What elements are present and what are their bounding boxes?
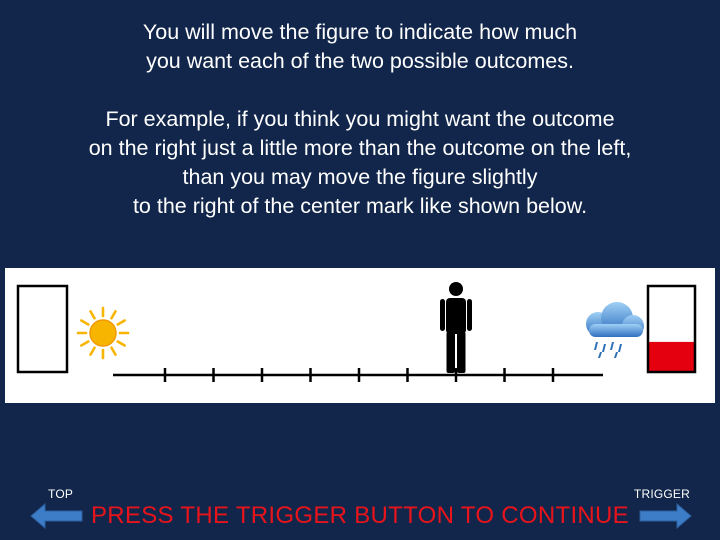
instruction-line: to the right of the center mark like sho… bbox=[132, 194, 588, 218]
instruction-line: on the right just a little more than the… bbox=[88, 136, 632, 160]
instructions: You will move the figure to indicate how… bbox=[0, 18, 720, 221]
instruction-line: you want each of the two possible outcom… bbox=[146, 49, 574, 73]
instruction-line: than you may move the figure slightly bbox=[182, 165, 538, 189]
scale-axis bbox=[113, 368, 603, 382]
left-arrow-icon[interactable] bbox=[30, 503, 84, 529]
rating-scale-panel bbox=[5, 268, 715, 403]
instruction-paragraph-2: For example, if you think you might want… bbox=[0, 105, 720, 221]
right-meter-fill bbox=[648, 341, 695, 372]
rain-cloud-icon bbox=[586, 302, 644, 358]
left-meter-frame bbox=[16, 284, 69, 374]
sun-icon bbox=[76, 306, 130, 360]
right-outcome-meter bbox=[646, 284, 697, 374]
trigger-button-label: TRIGGER bbox=[633, 487, 690, 501]
instruction-line: For example, if you think you might want… bbox=[105, 107, 615, 131]
right-arrow-icon[interactable] bbox=[638, 503, 692, 529]
instruction-line: You will move the figure to indicate how… bbox=[142, 20, 578, 44]
rating-scale bbox=[16, 282, 697, 382]
person-figure-icon[interactable] bbox=[440, 282, 472, 373]
continue-prompt: PRESS THE TRIGGER BUTTON TO CONTINUE bbox=[91, 502, 629, 529]
top-button-label: TOP bbox=[48, 487, 74, 501]
left-outcome-meter bbox=[16, 284, 69, 374]
instruction-paragraph-1: You will move the figure to indicate how… bbox=[0, 18, 720, 76]
scale-ticks bbox=[163, 368, 555, 382]
right-meter-frame bbox=[646, 284, 697, 374]
